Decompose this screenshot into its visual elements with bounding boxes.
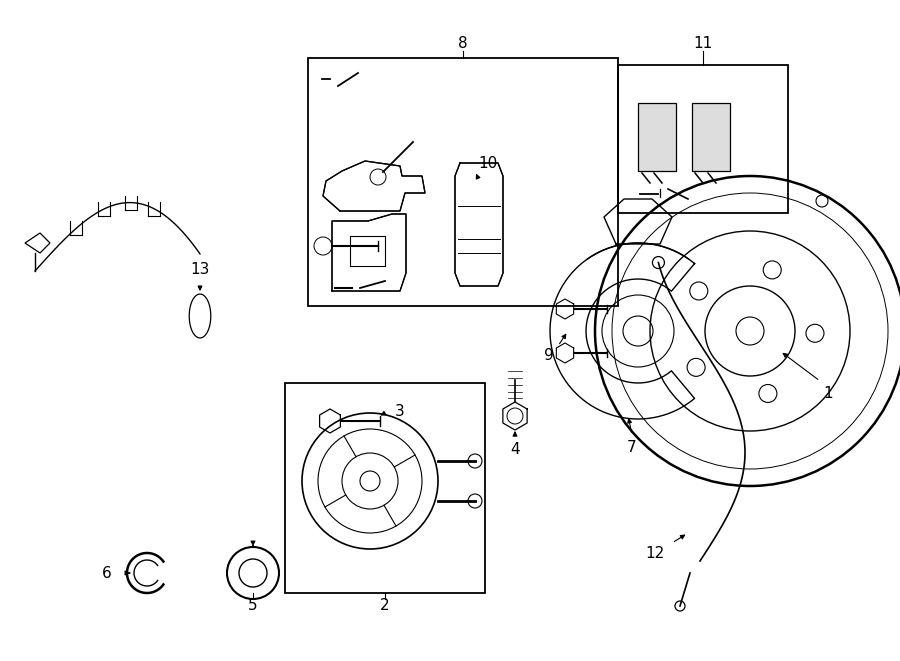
Text: 4: 4 <box>510 442 520 457</box>
Polygon shape <box>323 161 425 211</box>
Text: 1: 1 <box>824 385 832 401</box>
Bar <box>308 58 618 306</box>
Polygon shape <box>25 233 50 253</box>
Polygon shape <box>189 294 211 338</box>
Polygon shape <box>455 163 503 286</box>
Polygon shape <box>332 214 406 291</box>
Bar <box>285 383 485 593</box>
Text: 11: 11 <box>693 36 713 50</box>
Text: 6: 6 <box>102 566 112 580</box>
Text: 8: 8 <box>458 36 468 50</box>
Text: 3: 3 <box>395 403 405 418</box>
Bar <box>692 103 730 171</box>
Text: 10: 10 <box>479 155 498 171</box>
Text: 7: 7 <box>627 440 637 455</box>
Text: 9: 9 <box>544 348 554 362</box>
Text: 13: 13 <box>190 262 210 276</box>
Text: 12: 12 <box>645 545 664 561</box>
Text: 5: 5 <box>248 598 257 613</box>
Text: 2: 2 <box>380 598 390 613</box>
Bar <box>618 65 788 213</box>
Bar <box>638 103 676 171</box>
